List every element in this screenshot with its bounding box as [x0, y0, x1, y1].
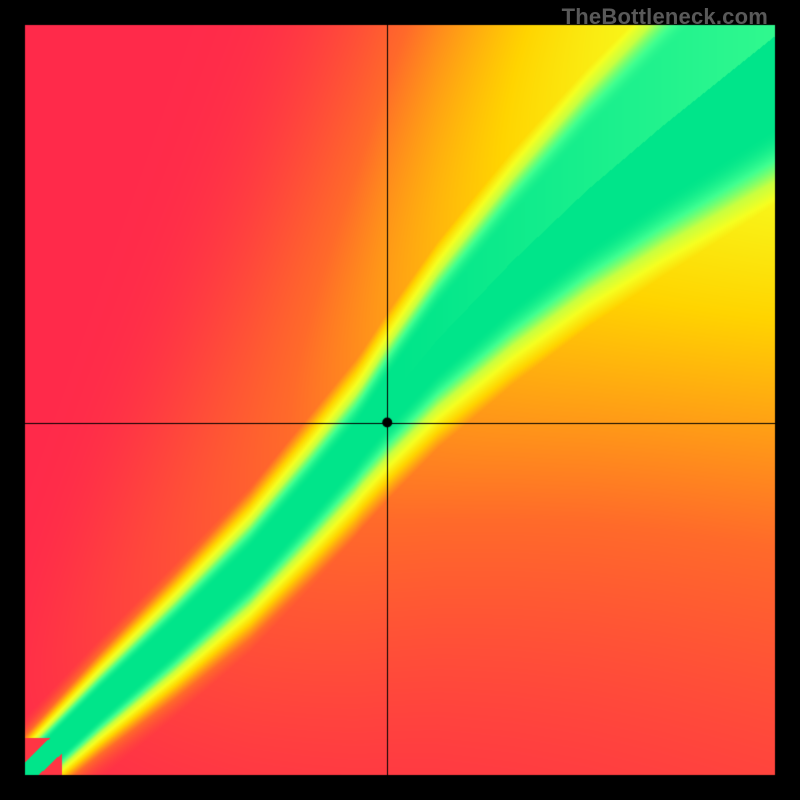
chart-frame: TheBottleneck.com: [0, 0, 800, 800]
canvas-wrap: [0, 0, 800, 800]
heatmap-canvas: [0, 0, 800, 800]
watermark-text: TheBottleneck.com: [562, 4, 768, 30]
